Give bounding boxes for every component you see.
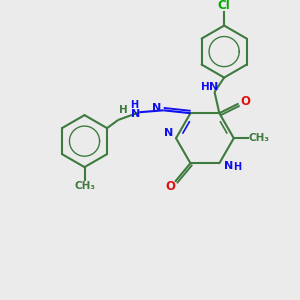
Text: CH₃: CH₃ <box>74 182 95 191</box>
Text: N: N <box>131 109 140 119</box>
Text: H: H <box>200 82 209 92</box>
Text: N: N <box>152 103 161 113</box>
Text: N: N <box>224 161 234 171</box>
Text: O: O <box>165 180 175 193</box>
Text: O: O <box>240 95 250 108</box>
Text: Cl: Cl <box>218 0 230 12</box>
Text: H: H <box>130 100 139 110</box>
Text: H: H <box>119 105 128 115</box>
Text: N: N <box>209 82 218 92</box>
Text: CH₃: CH₃ <box>248 133 269 143</box>
Text: H: H <box>234 162 242 172</box>
Text: N: N <box>164 128 173 138</box>
